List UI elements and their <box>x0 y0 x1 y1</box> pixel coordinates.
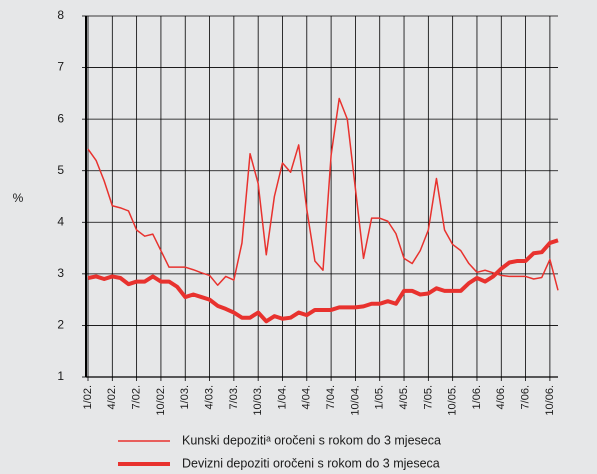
x-tick-label: 10/05. <box>447 385 459 416</box>
y-tick-label: 8 <box>57 8 64 22</box>
x-tick-label: 1/02. <box>82 385 94 409</box>
y-tick-label: 5 <box>57 163 64 177</box>
x-tick-label: 7/02. <box>131 385 143 409</box>
x-tick-label: 4/03. <box>203 385 215 409</box>
x-tick-label: 10/04. <box>349 385 361 416</box>
legend-label: Kunski depozitiᵃ oročeni s rokom do 3 mj… <box>182 433 441 447</box>
x-tick-label: 4/02. <box>106 385 118 409</box>
y-axis-label: % <box>13 191 24 205</box>
x-tick-label: 4/04. <box>301 385 313 409</box>
y-tick-label: 6 <box>57 111 64 125</box>
x-tick-label: 1/05. <box>374 385 386 409</box>
series-line <box>87 97 559 291</box>
legend-label: Devizni depoziti oročeni s rokom do 3 mj… <box>182 456 440 470</box>
x-tick-label: 7/04. <box>325 385 337 409</box>
x-tick-label: 7/05. <box>422 385 434 409</box>
y-tick-label: 4 <box>57 214 64 228</box>
series-line <box>87 238 559 324</box>
x-tick-label: 7/06. <box>519 385 531 409</box>
x-tick-label: 10/03. <box>252 385 264 416</box>
x-tick-label: 1/03. <box>179 385 191 409</box>
x-tick-label: 1/06. <box>471 385 483 409</box>
x-tick-label: 10/02. <box>155 385 167 416</box>
x-tick-label: 10/06. <box>544 385 556 416</box>
x-tick-label: 4/06. <box>495 385 507 409</box>
y-tick-label: 3 <box>57 266 64 280</box>
y-tick-label: 2 <box>57 318 64 332</box>
x-tick-label: 7/03. <box>228 385 240 409</box>
x-tick-label: 1/04. <box>276 385 288 409</box>
y-tick-label: 1 <box>57 369 64 383</box>
x-tick-label: 4/05. <box>398 385 410 409</box>
y-tick-label: 7 <box>57 60 64 74</box>
